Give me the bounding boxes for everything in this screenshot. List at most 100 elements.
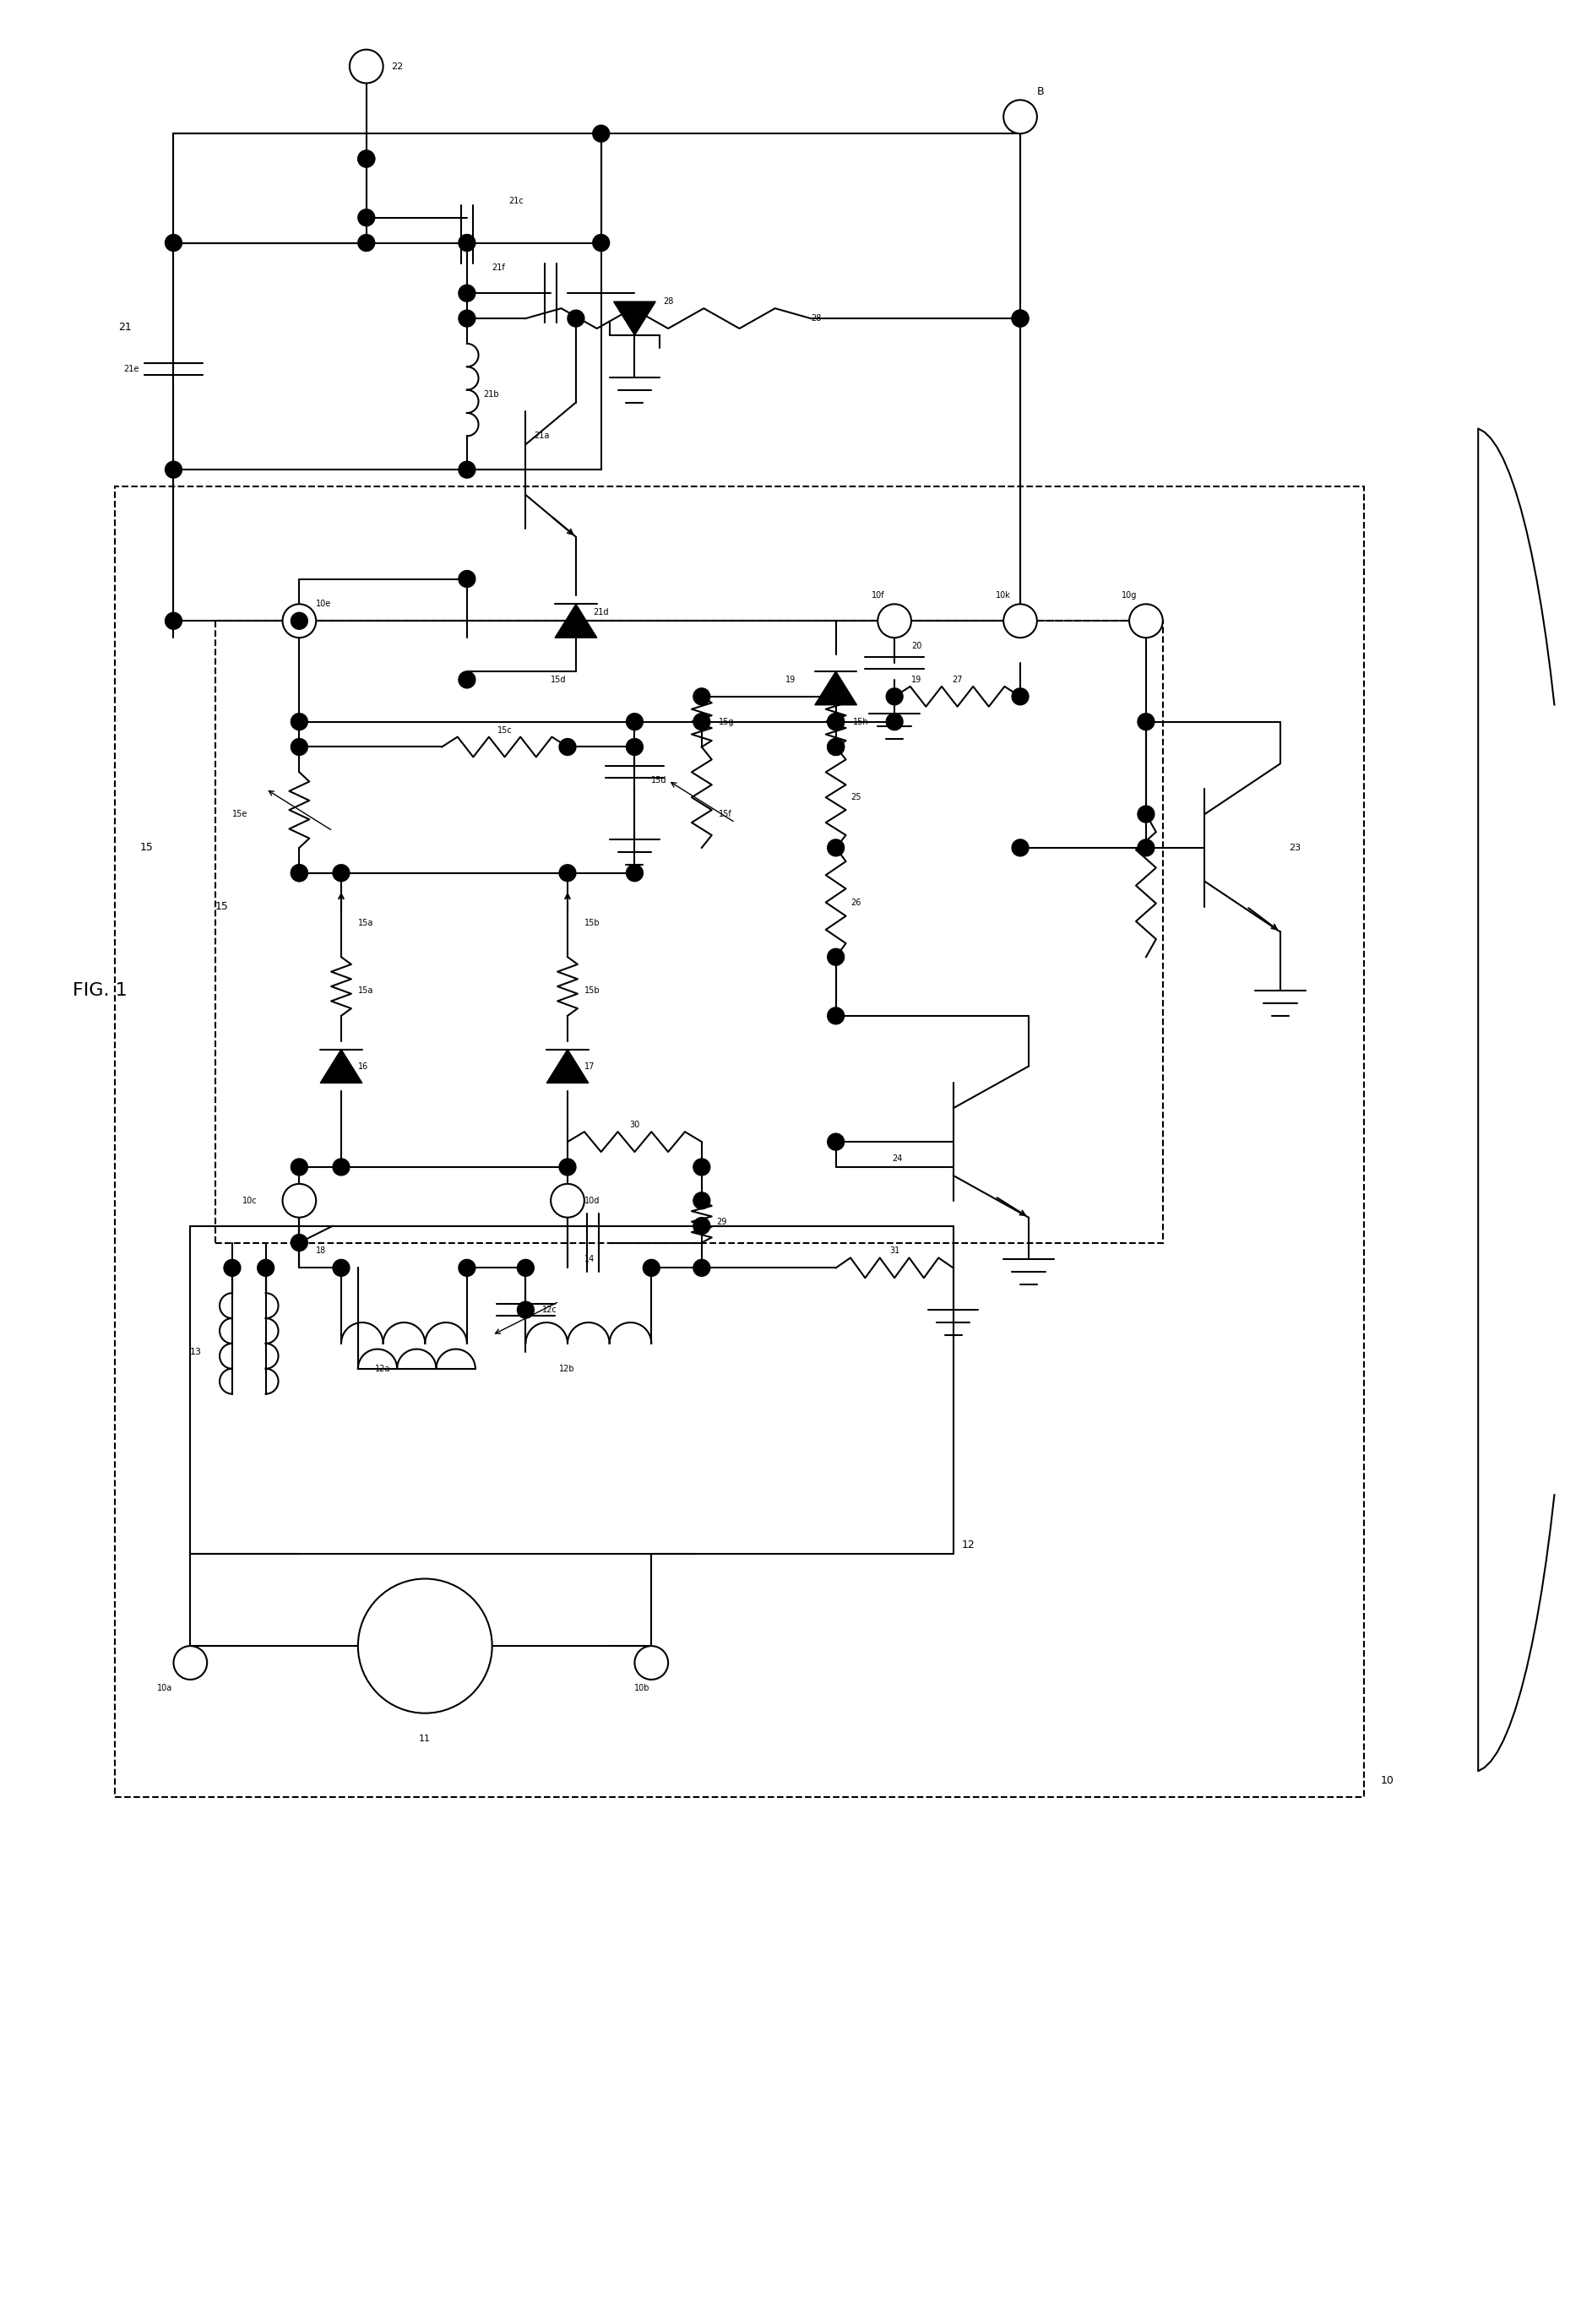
Circle shape: [166, 460, 181, 479]
Circle shape: [828, 713, 844, 730]
Text: B: B: [1036, 86, 1044, 98]
Text: 15b: 15b: [584, 920, 600, 927]
Circle shape: [333, 865, 350, 881]
Circle shape: [358, 209, 374, 225]
Text: 21d: 21d: [592, 609, 608, 616]
Text: 15h: 15h: [853, 718, 868, 725]
Text: 21e: 21e: [123, 365, 139, 374]
Text: 15: 15: [215, 902, 229, 911]
Circle shape: [291, 1234, 307, 1250]
Text: 15f: 15f: [718, 811, 732, 818]
Text: 28: 28: [662, 297, 673, 307]
Text: 10f: 10f: [871, 593, 884, 600]
Text: 15a: 15a: [358, 985, 374, 995]
Text: 12b: 12b: [559, 1364, 575, 1373]
Text: 11: 11: [419, 1734, 431, 1743]
Circle shape: [291, 865, 307, 881]
Text: 19: 19: [911, 676, 922, 683]
Text: 16: 16: [358, 1062, 368, 1071]
Circle shape: [1138, 839, 1154, 855]
Circle shape: [1013, 614, 1028, 630]
Text: 23: 23: [1288, 844, 1301, 853]
Circle shape: [458, 235, 476, 251]
Circle shape: [592, 125, 610, 142]
Text: 21b: 21b: [484, 390, 500, 397]
Text: 24: 24: [893, 1155, 903, 1162]
Text: 15d: 15d: [651, 776, 667, 786]
Circle shape: [877, 604, 911, 637]
Text: 10b: 10b: [635, 1685, 650, 1692]
Circle shape: [635, 1645, 669, 1680]
Text: 10g: 10g: [1121, 593, 1137, 600]
Circle shape: [559, 1160, 576, 1176]
Circle shape: [1013, 309, 1028, 328]
Text: FIG. 1: FIG. 1: [73, 983, 127, 999]
Text: 15d: 15d: [551, 676, 567, 683]
Circle shape: [458, 286, 476, 302]
Text: 29: 29: [716, 1218, 728, 1225]
Circle shape: [887, 713, 903, 730]
Text: 10c: 10c: [242, 1197, 258, 1204]
Circle shape: [693, 1260, 710, 1276]
Circle shape: [828, 739, 844, 755]
Circle shape: [693, 1160, 710, 1176]
Text: 22: 22: [392, 63, 403, 70]
Circle shape: [291, 614, 307, 630]
Circle shape: [517, 1301, 533, 1318]
Circle shape: [828, 713, 844, 730]
Circle shape: [1138, 713, 1154, 730]
Circle shape: [291, 1160, 307, 1176]
Text: 15b: 15b: [584, 985, 600, 995]
Circle shape: [458, 569, 476, 588]
Text: 10: 10: [1380, 1776, 1395, 1785]
Bar: [191, 1225, 954, 1552]
Text: 26: 26: [850, 897, 861, 906]
Bar: [215, 621, 1162, 1243]
Text: 19: 19: [785, 676, 796, 683]
Text: 15c: 15c: [497, 725, 513, 734]
Circle shape: [559, 739, 576, 755]
Text: 15g: 15g: [718, 718, 734, 725]
Text: 28: 28: [810, 314, 821, 323]
Text: 21: 21: [118, 321, 132, 332]
Text: 21c: 21c: [509, 198, 524, 205]
Circle shape: [592, 235, 610, 251]
Circle shape: [828, 839, 844, 855]
Text: 10d: 10d: [584, 1197, 600, 1204]
Circle shape: [166, 235, 181, 251]
Bar: [115, 486, 1364, 1796]
Circle shape: [693, 1218, 710, 1234]
Circle shape: [1013, 688, 1028, 704]
Text: 31: 31: [890, 1248, 899, 1255]
Circle shape: [458, 460, 476, 479]
Polygon shape: [815, 672, 856, 704]
Circle shape: [828, 948, 844, 964]
Circle shape: [291, 739, 307, 755]
Text: 14: 14: [584, 1255, 595, 1264]
Circle shape: [1003, 604, 1036, 637]
Circle shape: [1003, 100, 1036, 132]
Circle shape: [458, 309, 476, 328]
Circle shape: [258, 1260, 274, 1276]
Circle shape: [224, 1260, 240, 1276]
Circle shape: [282, 604, 317, 637]
Circle shape: [551, 1183, 584, 1218]
Text: 18: 18: [317, 1248, 326, 1255]
Text: 10e: 10e: [317, 600, 331, 609]
Text: 10k: 10k: [997, 593, 1011, 600]
Circle shape: [693, 713, 710, 730]
Text: 21f: 21f: [492, 265, 505, 272]
Circle shape: [828, 1134, 844, 1150]
Circle shape: [174, 1645, 207, 1680]
Text: 10a: 10a: [156, 1685, 172, 1692]
Text: 20: 20: [911, 641, 922, 651]
Polygon shape: [546, 1050, 589, 1083]
Bar: [174, 132, 602, 469]
Circle shape: [1138, 806, 1154, 823]
Circle shape: [828, 1006, 844, 1025]
Circle shape: [282, 1183, 317, 1218]
Circle shape: [1013, 839, 1028, 855]
Text: 27: 27: [952, 676, 963, 683]
Text: 17: 17: [584, 1062, 595, 1071]
Text: 12a: 12a: [374, 1364, 390, 1373]
